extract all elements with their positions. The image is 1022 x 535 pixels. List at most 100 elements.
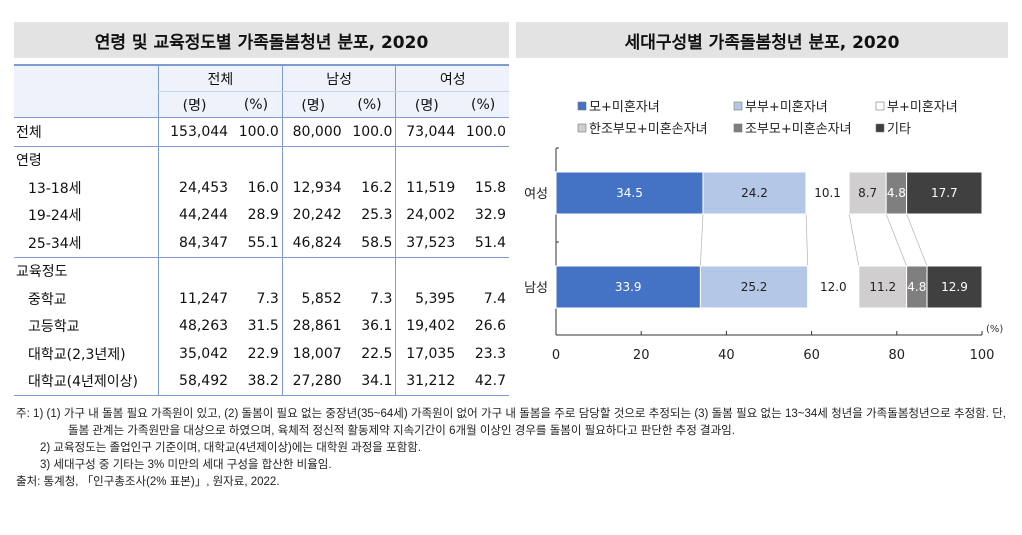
table-row: 중학교 11,247 7.3 5,852 7.3 5,395 7.4 — [14, 285, 509, 313]
cell-value: 22.5 — [361, 345, 393, 362]
row-label: 25-34세 — [14, 229, 159, 258]
legend-swatch — [577, 123, 587, 133]
cell-value: 38.2 — [230, 367, 283, 396]
cell-value: 31,212 — [395, 367, 458, 396]
cell-value — [230, 146, 282, 174]
data-label: 34.5 — [616, 186, 643, 200]
row-label: 교육정도 — [16, 264, 68, 281]
legend-label: 한조부모+미혼손자녀 — [589, 122, 708, 137]
cell-value — [344, 146, 396, 174]
x-tick-label: 20 — [633, 348, 650, 363]
cell-value: 18,007 — [281, 340, 344, 368]
cell-value — [344, 257, 396, 285]
table-row: 고등학교 48,263 31.5 28,861 36.1 19,402 26.6 — [14, 312, 509, 340]
cell-value: 27,280 — [281, 367, 344, 396]
unit-header: (명) — [158, 91, 231, 118]
cell-value: 5,395 — [395, 285, 458, 313]
row-label: 연령 — [16, 153, 42, 170]
group-header: 여성 — [395, 64, 509, 92]
bar-segment — [926, 265, 983, 309]
table-row: 연령 — [14, 146, 509, 174]
cell-value: 20,242 — [281, 201, 344, 229]
data-label: 8.7 — [858, 186, 877, 200]
cell-value: 48,263 — [158, 312, 231, 340]
note-2: 2) 교육정도는 졸업인구 기준이며, 대학교(4년제이상)에는 대학원 과정을… — [40, 442, 422, 454]
data-label: 4.8 — [887, 186, 906, 200]
bar-segment — [555, 265, 701, 309]
cell-value: 55.1 — [230, 229, 283, 258]
cell-value: 16.2 — [361, 179, 393, 196]
connector-line — [700, 213, 704, 267]
cell-value: 32.9 — [474, 207, 506, 224]
legend-label: 부부+미혼자녀 — [745, 100, 828, 115]
connector-line — [885, 213, 907, 267]
distribution-table: 전체 남성 여성 (명) (%) (명) (%) (명) (%) 전체 153,044 100… — [14, 64, 509, 396]
cell-value: 11,519 — [395, 174, 458, 202]
cell-value: 17,035 — [395, 340, 458, 368]
data-label: 33.9 — [615, 280, 642, 294]
group-header: 남성 — [281, 64, 396, 92]
unit-header: (명) — [395, 91, 458, 118]
cell-value: 80,000 — [281, 117, 344, 147]
cell-value: 100.0 — [230, 117, 283, 147]
cell-value: 35,042 — [158, 340, 231, 368]
unit-header: (%) — [230, 91, 283, 118]
data-label: 10.1 — [814, 186, 841, 200]
data-label: 25.2 — [741, 280, 768, 294]
legend-swatch — [577, 101, 587, 111]
x-tick-label: 100 — [970, 348, 995, 363]
x-tick-label: 60 — [803, 348, 820, 363]
row-label: 대학교(2,3년제) — [28, 346, 126, 363]
row-label: 중학교 — [28, 291, 67, 308]
data-label: 24.2 — [741, 186, 768, 200]
table-row: 대학교(2,3년제) 35,042 22.9 18,007 22.5 17,035 23.3 — [14, 340, 509, 368]
cell-value — [457, 257, 509, 285]
bar-segment — [702, 171, 807, 215]
cell-value — [230, 257, 282, 285]
bar-segment — [906, 171, 983, 215]
data-label: 17.7 — [931, 186, 958, 200]
cell-value: 37,523 — [395, 229, 458, 258]
cell-value: 46,824 — [281, 229, 344, 258]
unit-header: (명) — [281, 91, 344, 118]
row-label: 대학교(4년제이상) — [14, 367, 159, 396]
cell-value — [395, 146, 458, 174]
left-title: 연령 및 교육정도별 가족돌봄청년 분포, 2020 — [14, 22, 509, 58]
cell-value: 28,861 — [281, 312, 344, 340]
source: 출처: 통계청, 「인구총조사(2% 표본)」, 원자료, 2022. — [16, 476, 280, 488]
unit-header: (%) — [457, 91, 509, 118]
x-tick-label: 80 — [889, 348, 906, 363]
cell-value: 7.4 — [483, 290, 506, 307]
bar-segment — [699, 265, 809, 309]
legend-swatch — [875, 123, 885, 133]
cell-value: 100.0 — [457, 117, 509, 147]
table-row: 25-34세 84,347 55.1 46,824 58.5 37,523 51.4 — [14, 229, 509, 258]
cell-value: 25.3 — [361, 207, 393, 224]
cell-value: 31.5 — [247, 318, 279, 335]
row-label: 13-18세 — [28, 180, 82, 197]
table-row: 교육정도 — [14, 257, 509, 285]
cell-value: 12,934 — [281, 174, 344, 202]
note-1: 주: 1) (1) 가구 내 돌봄 필요 가족원이 있고, (2) 돌봄이 필요… — [16, 408, 1006, 437]
cell-value: 36.1 — [361, 318, 393, 335]
cell-value: 58,492 — [158, 367, 231, 396]
data-label: 4.8 — [907, 280, 926, 294]
cell-value: 23.3 — [474, 345, 506, 362]
cell-value: 11,247 — [158, 285, 231, 313]
connector-line — [906, 213, 928, 267]
cell-value — [281, 257, 344, 285]
x-tick-label: 40 — [718, 348, 735, 363]
cell-value — [158, 146, 231, 174]
x-tick-label: 0 — [552, 348, 560, 363]
cell-value: 34.1 — [343, 367, 396, 396]
category-label: 남성 — [524, 281, 548, 296]
table-row: 13-18세 24,453 16.0 12,934 16.2 11,519 15.8 — [14, 174, 509, 202]
cell-value: 7.3 — [370, 290, 393, 307]
bar-segment — [805, 171, 850, 215]
cell-value: 51.4 — [457, 229, 509, 258]
cell-value: 16.0 — [247, 179, 279, 196]
cell-value: 7.3 — [256, 290, 279, 307]
cell-value: 22.9 — [247, 345, 279, 362]
legend-label: 기타 — [887, 122, 911, 137]
cell-value: 100.0 — [343, 117, 396, 147]
